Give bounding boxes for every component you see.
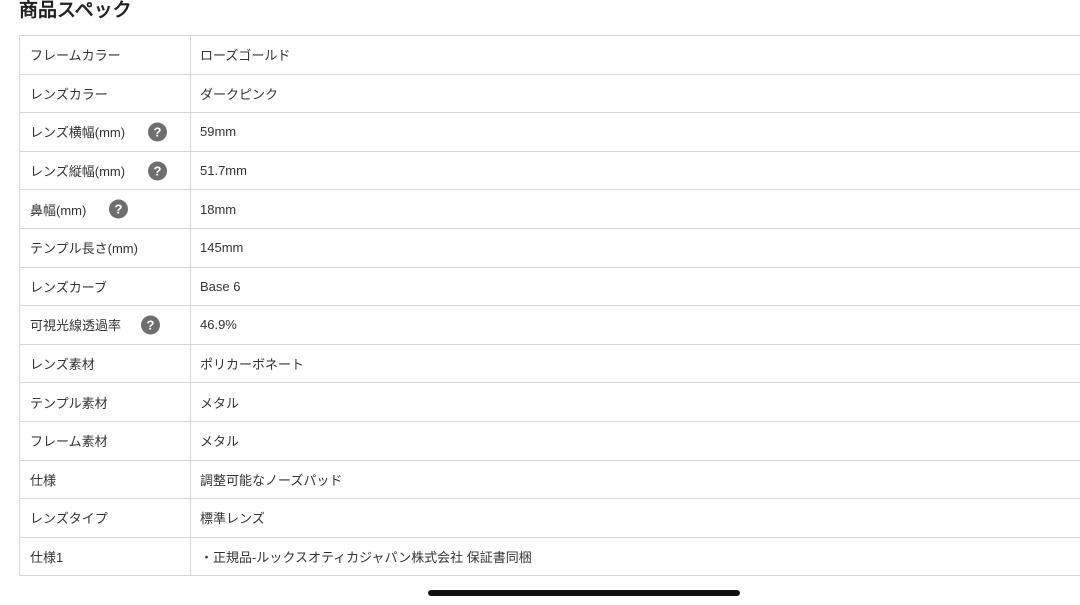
spec-value: 46.9%	[190, 305, 1080, 345]
help-icon[interactable]: ?	[148, 161, 167, 181]
spec-value: ローズゴールド	[190, 35, 1080, 75]
spec-label: 可視光線透過率?	[19, 305, 191, 345]
spec-label: レンズカーブ	[19, 266, 191, 307]
spec-label: レンズ素材	[19, 343, 191, 384]
spec-row: レンズカーブ Base 6	[19, 266, 1080, 307]
spec-value: ・正規品-ルックスオティカジャパン株式会社 保証書同梱	[190, 536, 1080, 577]
spec-label-text: テンプル長さ(mm)	[30, 241, 138, 257]
spec-row: 仕様1 ・正規品-ルックスオティカジャパン株式会社 保証書同梱	[19, 536, 1080, 577]
spec-label: テンプル素材	[19, 382, 191, 422]
spec-row: テンプル素材 メタル	[19, 382, 1080, 422]
spec-value: メタル	[190, 420, 1080, 461]
spec-label-text: 可視光線透過率	[30, 318, 122, 334]
spec-label-text: レンズカラー	[30, 86, 108, 102]
spec-label-text: レンズ横幅(mm)	[30, 125, 126, 141]
spec-label-text: レンズ素材	[30, 357, 95, 373]
spec-row: レンズ横幅(mm)? 59mm	[19, 112, 1080, 152]
spec-label: 鼻幅(mm)?	[19, 189, 191, 229]
spec-label-text: 鼻幅(mm)	[30, 202, 87, 218]
spec-table: フレームカラー ローズゴールド レンズカラー ダークピンク レンズ横幅(mm)? 59mm…	[19, 35, 1080, 577]
spec-label-text: テンプル素材	[30, 395, 108, 411]
section-title: 商品スペック	[19, 0, 132, 21]
spec-row: レンズカラー ダークピンク	[19, 73, 1080, 114]
spec-row: テンプル長さ(mm) 145mm	[19, 227, 1080, 268]
spec-label: レンズ横幅(mm)?	[19, 112, 191, 152]
spec-label-text: レンズカーブ	[30, 279, 107, 295]
spec-value: 59mm	[190, 112, 1080, 152]
spec-row: レンズタイプ 標準レンズ	[19, 498, 1080, 538]
spec-label-text: 仕様1	[30, 550, 64, 566]
spec-label-text: フレーム素材	[30, 434, 108, 450]
help-icon[interactable]: ?	[109, 199, 128, 219]
home-indicator[interactable]	[428, 590, 740, 596]
spec-label: レンズ縦幅(mm)?	[19, 150, 191, 191]
spec-value: ポリカーボネート	[190, 343, 1080, 384]
spec-row: 鼻幅(mm)? 18mm	[19, 189, 1080, 229]
spec-row: フレーム素材 メタル	[19, 420, 1080, 461]
spec-label: 仕様1	[19, 536, 191, 577]
spec-value: Base 6	[190, 266, 1080, 307]
spec-label-text: レンズタイプ	[30, 511, 108, 527]
spec-label: レンズカラー	[19, 73, 191, 114]
spec-label: テンプル長さ(mm)	[19, 227, 191, 268]
spec-label: フレームカラー	[19, 35, 191, 75]
spec-label: フレーム素材	[19, 420, 191, 461]
spec-row: レンズ縦幅(mm)? 51.7mm	[19, 150, 1080, 191]
help-icon[interactable]: ?	[148, 122, 167, 142]
spec-label: レンズタイプ	[19, 498, 191, 538]
spec-label-text: レンズ縦幅(mm)	[30, 164, 126, 180]
spec-row: フレームカラー ローズゴールド	[19, 35, 1080, 75]
spec-value: 18mm	[190, 189, 1080, 229]
help-icon[interactable]: ?	[141, 315, 160, 335]
spec-row: 仕様 調整可能なノーズパッド	[19, 459, 1080, 500]
spec-value: 標準レンズ	[190, 498, 1080, 538]
spec-label-text: 仕様	[30, 472, 57, 488]
spec-value: 調整可能なノーズパッド	[190, 459, 1080, 500]
spec-value: 51.7mm	[190, 150, 1080, 191]
spec-label-text: フレームカラー	[30, 48, 121, 64]
spec-value: メタル	[190, 382, 1080, 422]
spec-label: 仕様	[19, 459, 191, 500]
spec-row: 可視光線透過率? 46.9%	[19, 305, 1080, 345]
spec-value: 145mm	[190, 227, 1080, 268]
spec-row: レンズ素材 ポリカーボネート	[19, 343, 1080, 384]
spec-value: ダークピンク	[190, 73, 1080, 114]
